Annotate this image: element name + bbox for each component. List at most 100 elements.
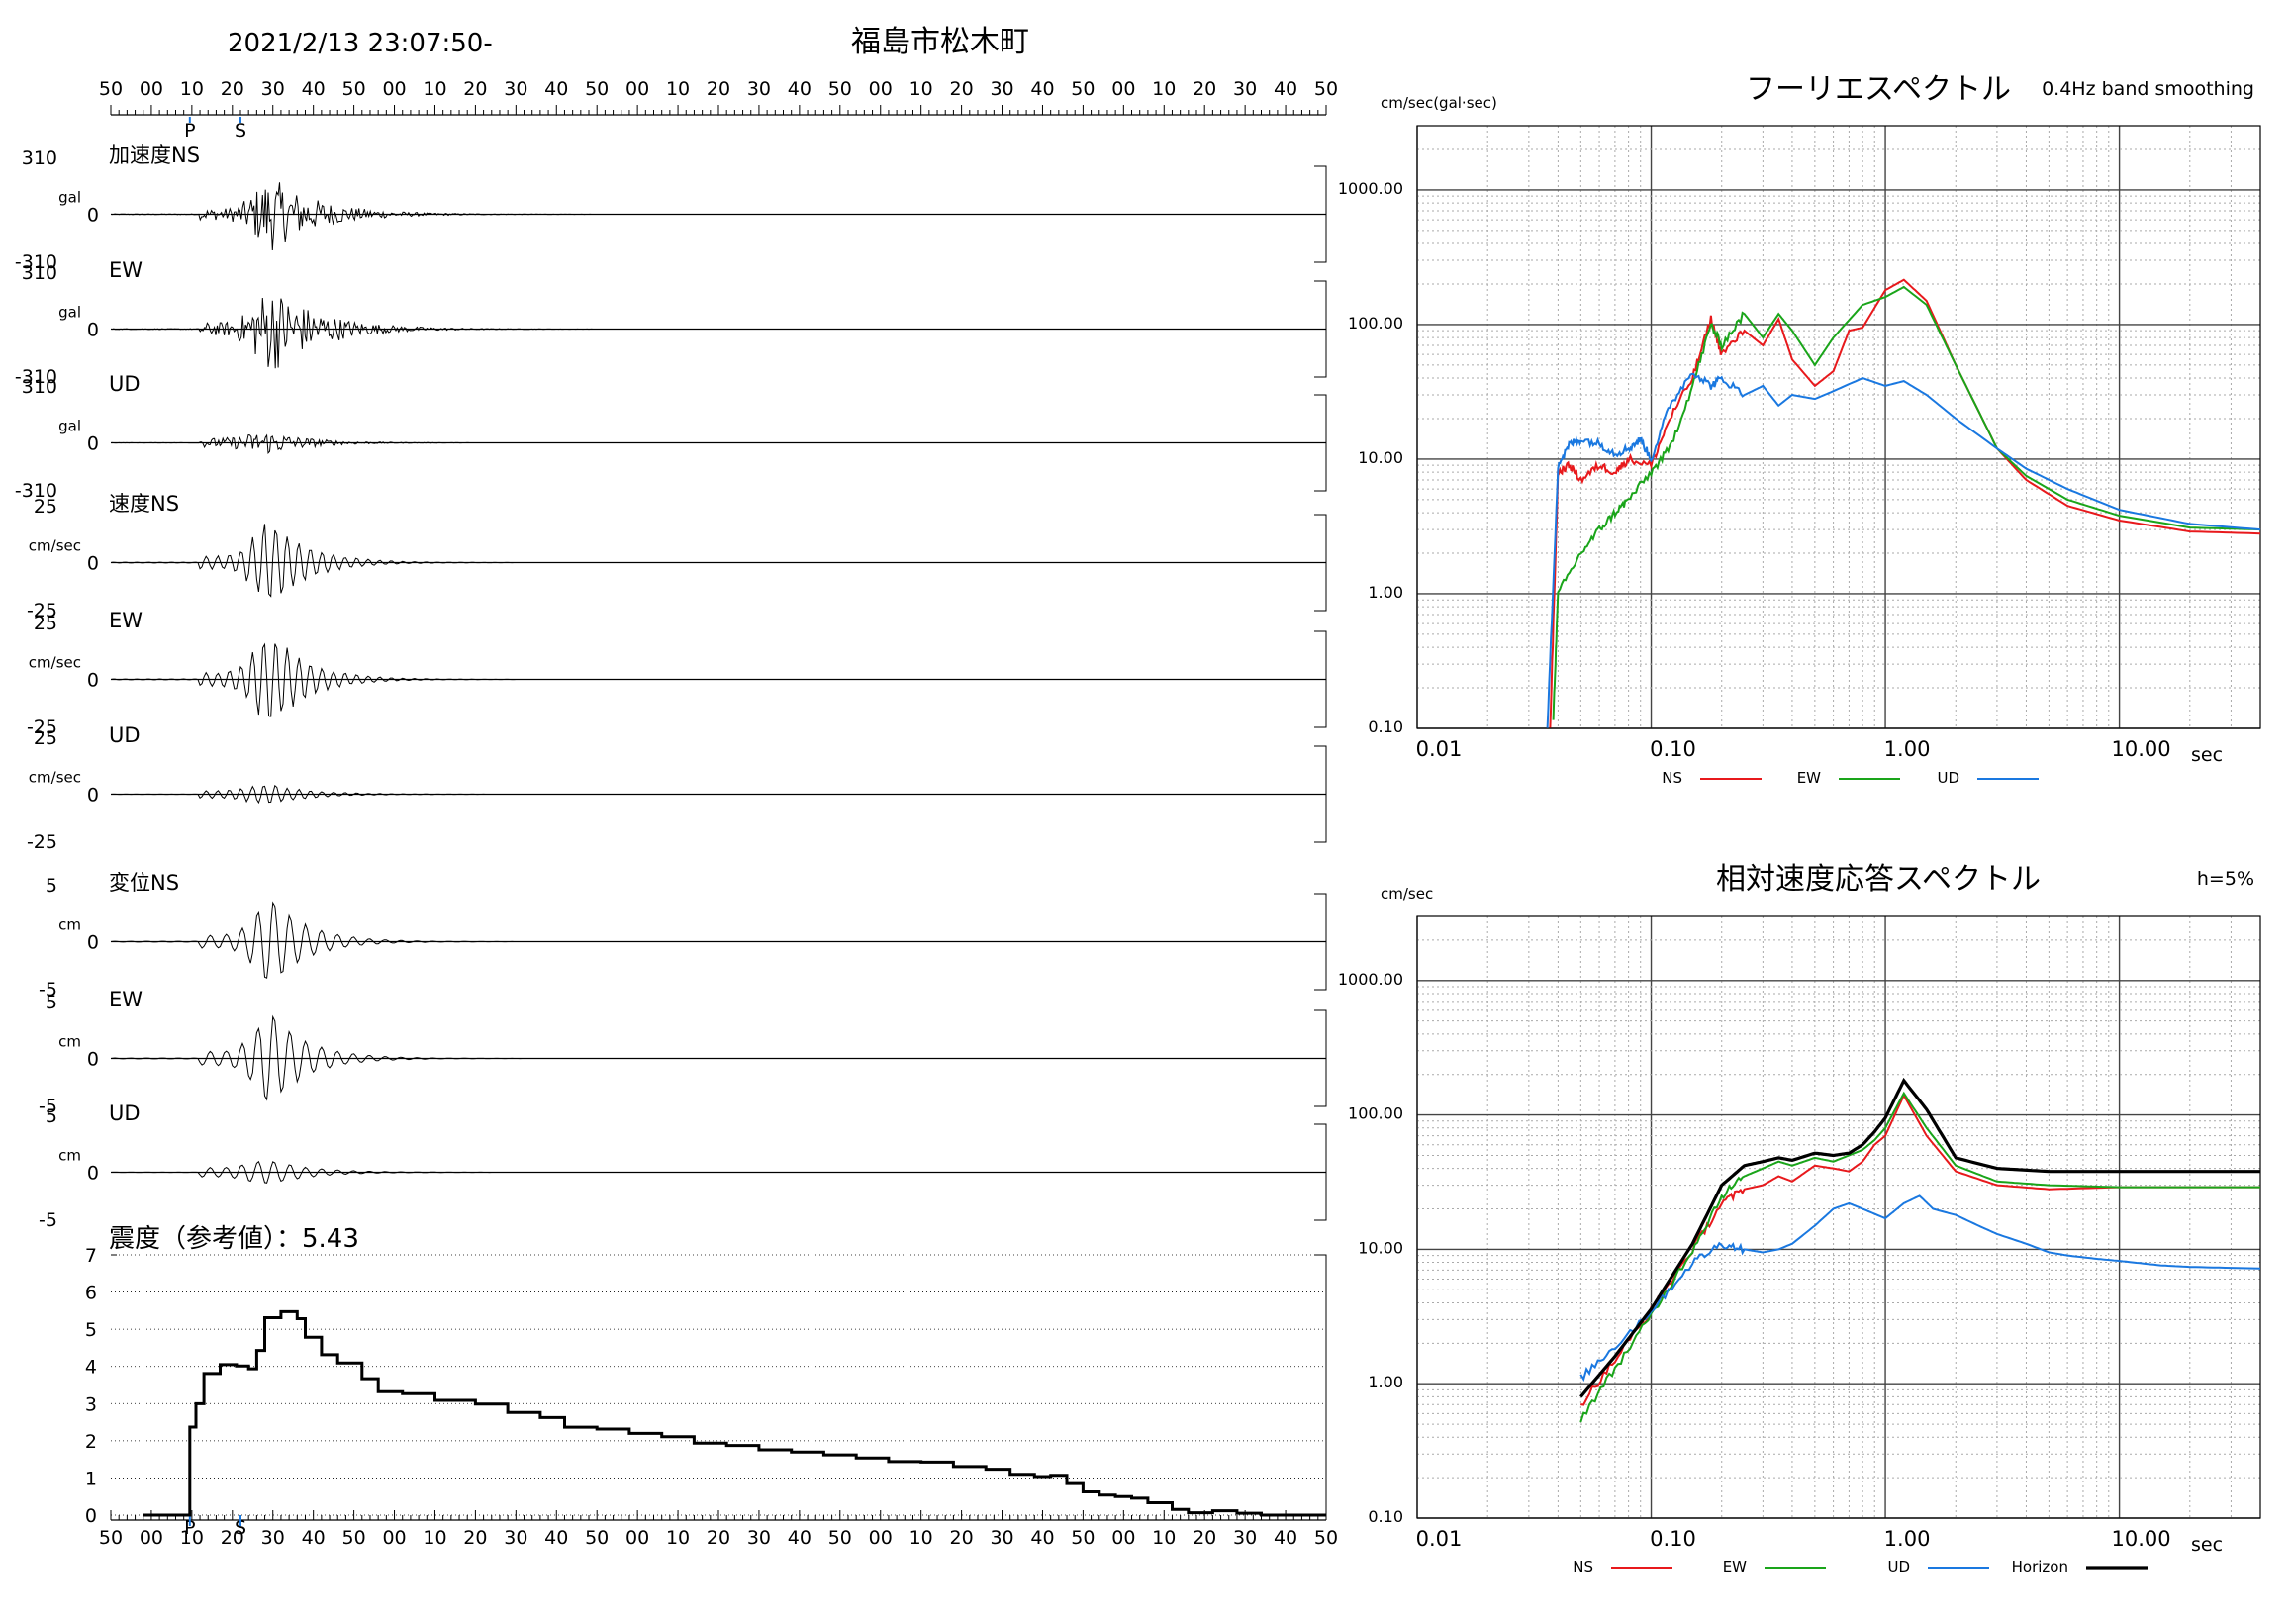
time-tick-label: 50 [342,78,366,100]
legend-label: UD [1937,769,1959,787]
time-tick-label: 30 [1233,78,1257,100]
time-tick-label: 20 [1193,1527,1216,1549]
time-tick-label: 40 [544,78,568,100]
component-label: EW [109,258,143,282]
y-max-label: 310 [22,262,57,284]
time-tick-label: 30 [747,78,771,100]
x-tick-label: 10.00 [2112,737,2171,761]
time-tick-label: 20 [950,78,974,100]
intensity-trace [143,1309,1326,1517]
time-tick-label: 30 [504,1527,527,1549]
time-tick-label: 40 [1274,1527,1297,1549]
time-tick-label: 10 [909,1527,933,1549]
waveform-panel: 5 0 -5 cm EW [39,988,1327,1117]
time-tick-label: 30 [747,1527,771,1549]
legend-label: Horizon [2012,1558,2068,1576]
x-tick-label: 0.10 [1650,737,1696,761]
series-ew [1579,1091,2260,1423]
intensity-tick-label: 0 [85,1505,97,1527]
time-tick-label: 20 [221,1527,244,1549]
y-zero-label: 0 [87,1163,99,1185]
y-max-label: 310 [22,376,57,398]
time-tick-label: 20 [1193,78,1216,100]
record-datetime: 2021/2/13 23:07:50- [228,29,493,58]
time-tick-label: 00 [1111,78,1135,100]
time-tick-label: 40 [1030,1527,1054,1549]
time-tick-label: 50 [1314,1527,1338,1549]
time-tick-label: 00 [382,78,406,100]
waveform-panel: 310 0 -310 gal EW [15,258,1327,388]
waveform-trace [110,433,1326,454]
component-label: UD [109,1101,141,1125]
x-axis-label: sec [2191,744,2223,766]
time-tick-label: 50 [342,1527,366,1549]
time-tick-label: 20 [463,1527,487,1549]
y-zero-label: 0 [87,205,99,227]
waveform-trace [110,524,1326,598]
time-tick-label: 00 [140,78,163,100]
time-tick-label: 10 [180,78,204,100]
y-axis-unit: cm/sec(gal·sec) [1381,94,1497,112]
series-horizon [1579,1077,2260,1398]
waveform-panel: 310 0 -310 gal 加速度NS [15,143,1327,273]
legend-label: NS [1662,769,1682,787]
time-tick-label: 00 [382,1527,406,1549]
series-ew [1552,285,2261,720]
waveform-trace [110,784,1326,805]
time-tick-label: 10 [1152,1527,1176,1549]
time-tick-label: 40 [302,78,326,100]
component-label: 変位NS [109,871,179,895]
y-min-label: -5 [39,979,57,1001]
unit-label: cm [58,1147,81,1165]
time-tick-label: 20 [221,78,244,100]
time-tick-label: 00 [1111,1527,1135,1549]
unit-label: cm [58,916,81,934]
station-name: 福島市松木町 [851,25,1029,59]
time-tick-label: 50 [828,78,852,100]
legend-label: EW [1797,769,1821,787]
waveform-trace [110,642,1326,717]
time-tick-label: 50 [585,1527,609,1549]
time-tick-label: 30 [1233,1527,1257,1549]
time-tick-label: 50 [828,1527,852,1549]
plot-frame [1416,125,2261,729]
series-ud [1546,372,2261,728]
unit-label: gal [58,189,81,207]
time-tick-label: 20 [707,1527,730,1549]
y-min-label: -310 [15,480,57,502]
y-zero-label: 0 [87,320,99,341]
time-tick-label: 50 [1071,1527,1095,1549]
y-max-label: 25 [34,496,57,518]
time-tick-label: 30 [990,78,1013,100]
time-tick-label: 50 [585,78,609,100]
y-tick-label: 100.00 [1348,1104,1403,1123]
unit-label: cm/sec [29,769,81,787]
x-tick-label: 1.00 [1884,737,1931,761]
component-label: 速度NS [109,492,179,516]
y-min-label: -5 [39,1209,57,1231]
intensity-label: 震度（参考値）：5.43 [109,1224,359,1254]
y-tick-label: 0.10 [1368,1507,1403,1526]
time-tick-label: 30 [261,1527,285,1549]
time-tick-label: 20 [950,1527,974,1549]
legend-label: EW [1723,1558,1747,1576]
time-tick-label: 10 [423,1527,446,1549]
p-wave-marker-bottom: P [184,1517,195,1539]
y-zero-label: 0 [87,670,99,692]
component-label: UD [109,723,141,747]
spectrum-chart: フーリエスペクトル 0.4Hz band smoothing cm/sec(gal·… [1338,72,2261,787]
plot-frame [1416,915,2261,1519]
time-tick-label: 50 [99,78,123,100]
intensity-tick-label: 6 [85,1283,97,1304]
y-tick-label: 10.00 [1358,1238,1403,1257]
y-max-label: 25 [34,613,57,634]
chart-title: 相対速度応答スペクトル [1716,862,2041,897]
x-tick-label: 0.01 [1416,1527,1463,1551]
chart-subtitle: h=5% [2197,868,2254,890]
time-tick-label: 10 [180,1527,204,1549]
time-tick-label: 30 [261,78,285,100]
time-tick-label: 10 [909,78,933,100]
intensity-tick-label: 4 [85,1357,97,1379]
y-max-label: 25 [34,727,57,749]
